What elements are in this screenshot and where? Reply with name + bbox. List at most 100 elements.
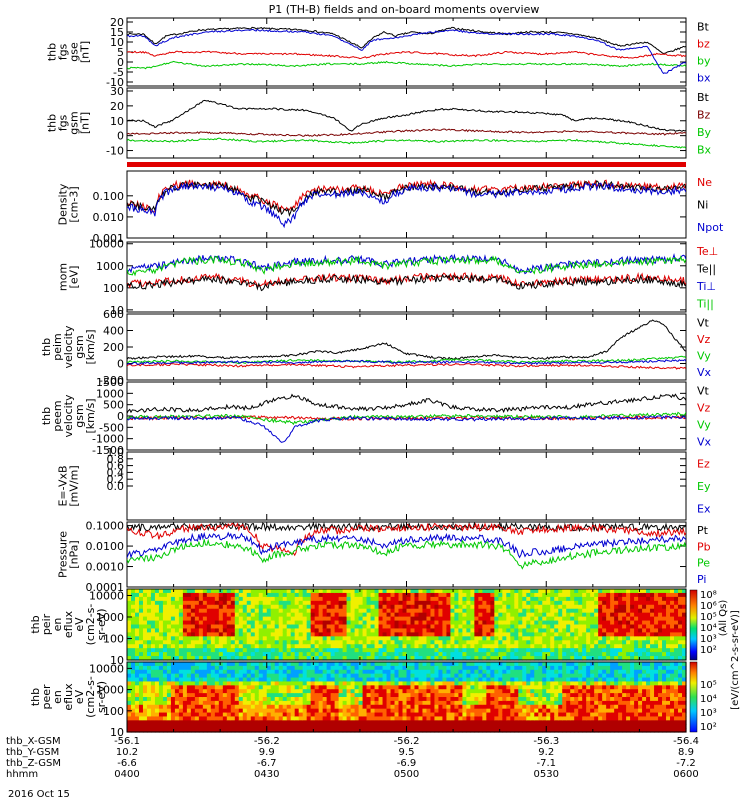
spectrogram-cell — [278, 693, 284, 698]
spectrogram-cell — [174, 612, 180, 618]
spectrogram-cell — [618, 685, 623, 690]
spectrogram-cell — [386, 644, 392, 649]
spectrogram-cell — [658, 628, 663, 633]
spectrogram-cell — [578, 636, 583, 641]
spectrogram-cell — [322, 681, 328, 686]
spectrogram-cell — [346, 720, 352, 725]
spectrogram-cell — [158, 708, 164, 714]
spectrogram-cell — [542, 620, 547, 626]
spectrogram-cell — [554, 589, 559, 594]
spectrogram-cell — [178, 592, 184, 598]
series-line-Npot — [127, 181, 686, 229]
spectrogram-cell — [202, 589, 208, 594]
spectrogram-cell — [234, 608, 240, 614]
spectrogram-cell — [394, 697, 400, 702]
spectrogram-cell — [550, 693, 555, 698]
spectrogram-cell — [290, 724, 296, 729]
spectrogram-cell — [466, 708, 471, 714]
spectrogram-cell — [194, 720, 200, 725]
spectrogram-cell — [594, 720, 599, 725]
spectrogram-cell — [666, 620, 671, 626]
spectrogram-cell — [594, 608, 599, 614]
spectrogram-cell — [510, 720, 515, 725]
spectrogram-cell — [470, 608, 475, 614]
spectrogram-cell — [466, 616, 471, 622]
spectrogram-cell — [570, 677, 575, 683]
spectrogram-cell — [134, 589, 140, 594]
spectrogram-cell — [610, 624, 615, 630]
spectrogram-cell — [358, 681, 364, 686]
spectrogram-cell — [370, 604, 376, 610]
spectrogram-cell — [498, 716, 503, 721]
spectrogram-cell — [354, 620, 360, 626]
spectrogram-cell — [270, 628, 276, 633]
spectrogram-cell — [438, 616, 444, 622]
spectrogram-cell — [442, 689, 448, 694]
panel-frame — [126, 381, 687, 451]
spectrogram-cell — [386, 716, 392, 721]
spectrogram-cell — [534, 728, 539, 733]
spectrogram-cell — [442, 600, 448, 606]
spectrogram-cell — [438, 628, 444, 633]
spectrogram-cell — [186, 604, 192, 610]
spectrogram-cell — [394, 600, 400, 606]
spectrogram-cell — [146, 700, 152, 706]
spectrogram-cell — [418, 624, 424, 630]
spectrogram-cell — [162, 662, 168, 667]
spectrogram-cell — [222, 712, 228, 718]
spectrogram-cell — [346, 616, 352, 622]
spectrogram-cell — [518, 592, 523, 598]
spectrogram-cell — [374, 604, 380, 610]
spectrogram-cell — [266, 624, 272, 630]
spectrogram-cell — [178, 600, 184, 606]
spectrogram-cell — [426, 677, 432, 683]
spectrogram-cell — [402, 720, 408, 725]
spectrogram-cell — [602, 716, 607, 721]
series-line-Vt — [127, 319, 686, 360]
spectrogram-cell — [190, 662, 196, 667]
spectrogram-cell — [674, 640, 679, 645]
spectrogram-cell — [546, 689, 551, 694]
spectrogram-cell — [210, 689, 216, 694]
spectrogram-cell — [354, 700, 360, 706]
spectrogram-cell — [382, 673, 388, 679]
spectrogram-cell — [586, 628, 591, 633]
spectrogram-cell — [206, 669, 212, 675]
spectrogram-cell — [250, 592, 256, 598]
spectrogram-cell — [382, 652, 388, 657]
spectrogram-cell — [574, 604, 579, 610]
spectrogram-cell — [218, 665, 224, 671]
spectrogram-cell — [150, 616, 156, 622]
spectrogram-cell — [158, 608, 164, 614]
spectrogram-cell — [186, 628, 192, 633]
spectrogram-cell — [466, 652, 471, 657]
spectrogram-cell — [246, 604, 252, 610]
spectrogram-cell — [318, 589, 324, 594]
spectrogram-cell — [234, 662, 240, 667]
spectrogram-cell — [350, 728, 356, 733]
spectrogram-cell — [426, 712, 432, 718]
spectrogram-cell — [366, 728, 372, 733]
spectrogram-cell — [354, 612, 360, 618]
spectrogram-cell — [198, 728, 204, 733]
legend-label-Vy: Vy — [697, 349, 711, 362]
spectrogram-cell — [246, 697, 252, 702]
spectrogram-cell — [570, 620, 575, 626]
legend-label-by: by — [697, 55, 711, 68]
spectrogram-cell — [538, 728, 543, 733]
spectrogram-cell — [210, 648, 216, 653]
spectrogram-cell — [266, 620, 272, 626]
spectrogram-cell — [598, 596, 603, 602]
spectrogram-cell — [614, 728, 619, 733]
spectrogram-cell — [682, 652, 687, 657]
y-axis-label-line: thb — [46, 43, 59, 61]
spectrogram-cell — [202, 716, 208, 721]
spectrogram-cell — [602, 665, 607, 671]
spectrogram-cell — [534, 628, 539, 633]
spectrogram-cell — [530, 616, 535, 622]
spectrogram-cell — [578, 704, 583, 710]
spectrogram-cell — [562, 708, 567, 714]
spectrogram-cell — [362, 708, 368, 714]
spectrogram-cell — [286, 728, 292, 733]
spectrogram-cell — [146, 589, 152, 594]
